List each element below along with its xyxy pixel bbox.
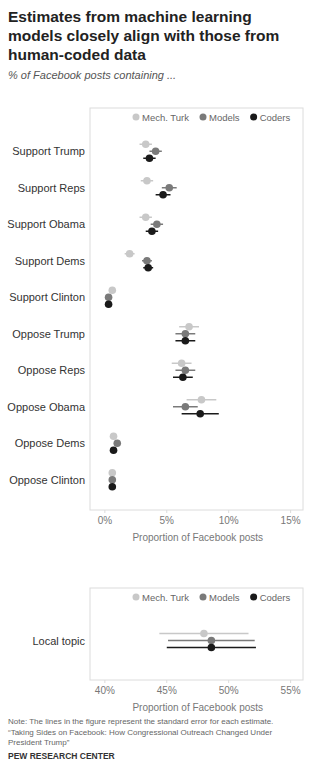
plot-frame xyxy=(90,108,303,510)
dot xyxy=(178,359,186,367)
dot xyxy=(152,147,160,155)
legend-swatch xyxy=(200,594,207,601)
category-label: Local topic xyxy=(32,635,85,647)
note: Note: The lines in the figure represent … xyxy=(8,717,273,726)
tick-label: 50% xyxy=(219,685,239,696)
dot xyxy=(165,184,173,192)
plot-0: Mech. Turk Models Coders 0% 5% 10% 15% Proporti… xyxy=(7,108,303,543)
dot xyxy=(159,191,167,199)
legend-label: Mech. Turk xyxy=(142,592,189,603)
dot xyxy=(108,286,116,294)
dot xyxy=(105,293,113,301)
category-label: Oppose Reps xyxy=(18,364,86,376)
dot xyxy=(144,264,152,272)
dot xyxy=(126,250,134,258)
legend-label: Coders xyxy=(260,112,291,123)
dot xyxy=(208,637,216,645)
dot xyxy=(108,469,116,477)
dot xyxy=(182,330,190,338)
tick-mark xyxy=(290,510,291,513)
marks xyxy=(159,630,256,652)
legend-swatch xyxy=(200,114,207,121)
category-label: Oppose Clinton xyxy=(9,474,85,486)
tick-label: 40% xyxy=(95,685,115,696)
dot xyxy=(108,476,116,484)
tick-mark xyxy=(104,680,105,683)
credit: PEW RESEARCH CENTER xyxy=(8,751,115,761)
dot xyxy=(208,644,216,652)
legend-label: Models xyxy=(209,112,240,123)
tick-label: 0% xyxy=(98,515,113,526)
legend-swatch xyxy=(133,594,140,601)
dot xyxy=(110,446,118,454)
dot xyxy=(182,366,190,374)
chart-canvas: Estimates from machine learningmodels cl… xyxy=(0,0,309,775)
dot xyxy=(143,257,151,265)
category-label: Support Obama xyxy=(7,218,86,230)
legend-label: Coders xyxy=(260,592,291,603)
legend-swatch xyxy=(250,594,257,601)
category-label: Oppose Trump xyxy=(12,328,85,340)
dot xyxy=(182,337,190,345)
dot xyxy=(196,410,204,418)
axis-title: Proportion of Facebook posts xyxy=(132,532,263,543)
tick-label: 55% xyxy=(281,685,301,696)
dot xyxy=(142,213,150,221)
tick-mark xyxy=(228,680,229,683)
dot xyxy=(146,154,154,162)
tick-mark xyxy=(104,510,105,513)
dot xyxy=(185,323,193,331)
dot xyxy=(182,403,190,411)
tick-mark xyxy=(290,680,291,683)
dot xyxy=(105,300,113,308)
source: “Taking Sides on Facebook: How Congressi… xyxy=(8,728,272,747)
dot xyxy=(142,140,150,148)
legend-label: Models xyxy=(209,592,240,603)
plot-frame xyxy=(90,588,303,680)
title: Estimates from machine learningmodels cl… xyxy=(8,8,279,63)
tick-label: 45% xyxy=(157,685,177,696)
dot xyxy=(110,432,118,440)
plot-1: Mech. Turk Models Coders 40% 45% 50% 55% Propor… xyxy=(32,588,303,713)
dot xyxy=(148,227,156,235)
dot xyxy=(179,373,187,381)
legend-swatch xyxy=(133,114,140,121)
subtitle: % of Facebook posts containing ... xyxy=(8,69,176,81)
dot xyxy=(200,630,208,638)
legend-swatch xyxy=(250,114,257,121)
tick-label: 15% xyxy=(281,515,301,526)
category-label: Support Clinton xyxy=(9,291,85,303)
tick-mark xyxy=(166,680,167,683)
category-label: Support Reps xyxy=(18,182,86,194)
tick-mark xyxy=(228,510,229,513)
category-label: Support Dems xyxy=(15,255,86,267)
dot xyxy=(143,177,151,185)
tick-mark xyxy=(166,510,167,513)
tick-label: 10% xyxy=(219,515,239,526)
dot xyxy=(108,483,116,491)
category-label: Support Trump xyxy=(12,145,85,157)
category-label: Oppose Dems xyxy=(15,437,86,449)
dot xyxy=(113,439,121,447)
dot xyxy=(198,396,206,404)
legend-label: Mech. Turk xyxy=(142,112,189,123)
dot xyxy=(153,220,161,228)
marks xyxy=(105,140,219,490)
tick-label: 5% xyxy=(160,515,175,526)
axis-title: Proportion of Facebook posts xyxy=(132,702,263,713)
category-label: Oppose Obama xyxy=(7,401,86,413)
